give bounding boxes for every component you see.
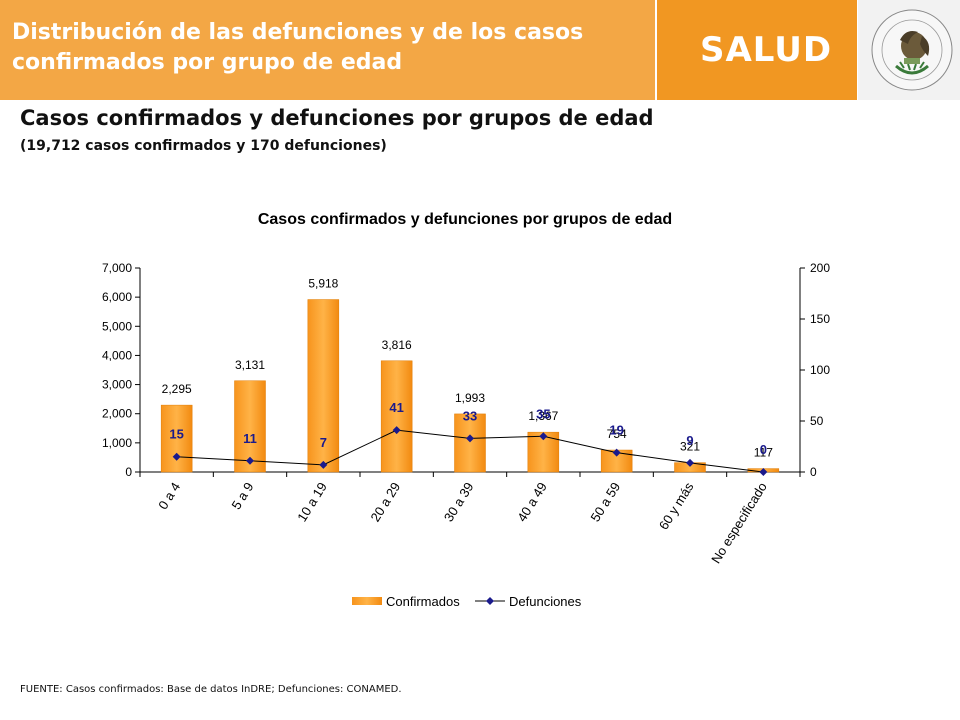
brand-logo: SALUD (700, 30, 833, 70)
line-point (246, 456, 254, 465)
line-point (686, 458, 694, 467)
left-tick-label: 7,000 (102, 261, 132, 275)
left-tick-label: 6,000 (102, 290, 132, 304)
right-tick-label: 100 (810, 363, 830, 377)
legend-bar-swatch (352, 597, 382, 605)
page-subtitle: Casos confirmados y defunciones por grup… (20, 106, 654, 130)
line-value-label: 11 (243, 431, 257, 446)
line-value-label: 35 (536, 406, 550, 421)
bar (307, 299, 340, 473)
bar-value-label: 5,918 (308, 277, 338, 291)
legend-label-confirmados: Confirmados (386, 594, 460, 609)
line-value-label: 33 (463, 408, 477, 423)
bar-value-label: 3,816 (382, 338, 412, 352)
bar-value-label: 754 (607, 427, 627, 441)
left-tick-label: 4,000 (102, 348, 132, 362)
line-point (612, 448, 621, 457)
bar-value-label: 1,993 (455, 391, 485, 405)
left-tick-label: 3,000 (102, 378, 132, 392)
right-tick-label: 50 (810, 414, 824, 428)
right-tick-label: 200 (810, 261, 830, 275)
chart-title: Casos confirmados y defunciones por grup… (258, 211, 672, 228)
bar-value-label: 117 (754, 446, 773, 460)
line-point (319, 460, 328, 469)
line-point (539, 432, 548, 441)
left-tick-label: 5,000 (102, 319, 132, 333)
legend-line-marker (486, 597, 494, 605)
x-tick-label: 60 y más (656, 479, 697, 532)
line-value-label: 15 (169, 427, 183, 442)
page-subnote: (19,712 casos confirmados y 170 defuncio… (20, 138, 387, 154)
mexican-seal-icon (871, 9, 953, 91)
header-brand-panel (657, 0, 857, 100)
line-series: 15 11 7 41 33 35 19 9 0 (169, 400, 768, 476)
x-tick-label: No especificado (708, 480, 770, 566)
bar-line-chart: Casos confirmados y defunciones por grup… (102, 211, 830, 609)
chart-legend: Confirmados Defunciones (352, 594, 582, 609)
header-title-line1: Distribución de las defunciones y de los… (12, 20, 584, 45)
header-title-line2: confirmados por grupo de edad (12, 50, 403, 75)
line-point (392, 426, 401, 435)
header-title: Distribución de las defunciones y de los… (12, 18, 612, 78)
legend-label-defunciones: Defunciones (509, 594, 582, 609)
line-value-label: 19 (609, 423, 623, 438)
bar-value-label: 1,367 (528, 409, 558, 423)
right-tick-label: 150 (810, 312, 830, 326)
bar (160, 404, 193, 473)
bar-value-label: 3,131 (235, 358, 265, 372)
line-point (172, 452, 181, 461)
x-tick-label: 5 a 9 (228, 480, 256, 512)
x-tick-label: 50 a 59 (588, 480, 624, 525)
x-tick-label: 10 a 19 (294, 480, 330, 525)
line-value-label: 9 (686, 433, 693, 448)
line-value-label: 0 (760, 442, 767, 457)
line-value-label: 7 (320, 435, 327, 450)
x-tick-label: 0 a 4 (155, 480, 183, 512)
x-tick-label: 20 a 29 (368, 480, 404, 525)
bar (380, 360, 413, 473)
line-value-label: 41 (389, 400, 403, 415)
line-point (466, 434, 474, 443)
left-tick-label: 1,000 (102, 436, 132, 450)
bar (454, 413, 486, 473)
chart-axes: 0 1,000 2,000 3,000 4,000 5,000 6,000 7,000 0 50 1… (102, 261, 830, 479)
x-tick-label: 30 a 39 (441, 480, 477, 525)
header-title-panel: Distribución de las defunciones y de los… (0, 0, 655, 100)
left-tick-label: 0 (125, 465, 132, 479)
bar-value-label: 321 (680, 440, 700, 454)
line-point (759, 468, 768, 476)
right-tick-label: 0 (810, 465, 817, 479)
x-tick-label: 40 a 49 (514, 480, 550, 525)
bar-value-label: 2,295 (162, 382, 192, 396)
header: Distribución de las defunciones y de los… (0, 0, 960, 100)
left-tick-label: 2,000 (102, 407, 132, 421)
source-note: FUENTE: Casos confirmados: Base de datos… (20, 684, 402, 695)
